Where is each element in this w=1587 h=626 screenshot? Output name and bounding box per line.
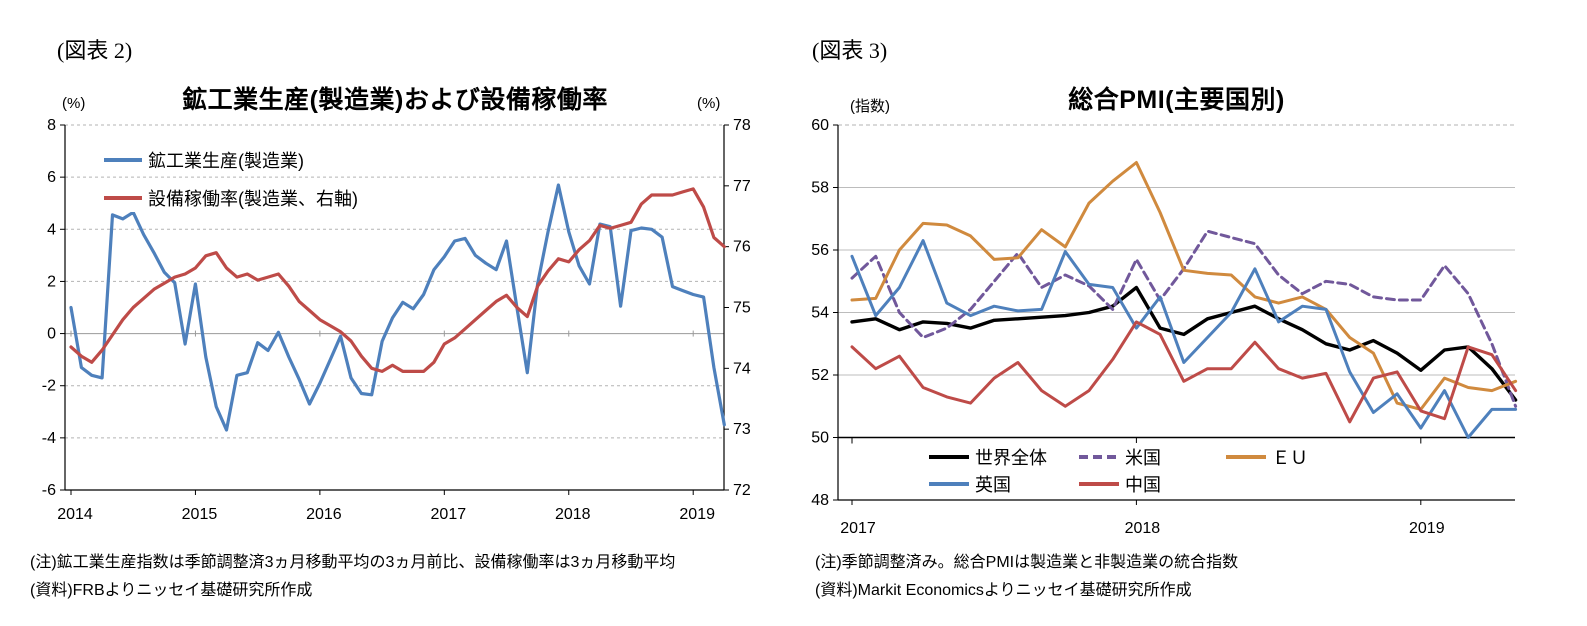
legend-item-uk: 英国	[925, 470, 1014, 498]
left-axis-label: 60	[811, 117, 829, 134]
legend-item-world: 世界全体	[925, 443, 1050, 471]
left-axis-label: 2	[47, 273, 56, 290]
legend-item-industrial-production: 鉱工業生産(製造業)	[100, 146, 307, 174]
legend-swatch-eu	[1226, 455, 1266, 459]
figure2-note-line1: (注)鉱工業生産指数は季節調整済3ヵ月移動平均の3ヵ月前比、設備稼働率は3ヵ月移…	[30, 554, 676, 571]
legend-label-uk: 英国	[975, 475, 1011, 495]
series-line-china	[850, 320, 1518, 424]
legend-swatch-industrial-production	[104, 158, 142, 162]
figure3-note-line1: (注)季節調整済み。総合PMIは製造業と非製造業の統合指数	[815, 554, 1239, 571]
right-axis-label: 77	[733, 178, 751, 195]
figure3-unit-label: (指数)	[850, 98, 890, 115]
x-axis-label: 2017	[840, 520, 876, 537]
left-axis-label: 56	[811, 242, 829, 259]
legend-label-china: 中国	[1125, 475, 1161, 495]
x-axis-label: 2018	[1125, 520, 1161, 537]
series-line-eu	[850, 161, 1518, 411]
figure2-tag: (図表 2)	[57, 38, 133, 63]
left-axis-label: -2	[42, 378, 56, 395]
figure3-note-line2: (資料)Markit Economicsよりニッセイ基礎研究所作成	[815, 582, 1192, 599]
left-axis-label: 0	[47, 326, 56, 343]
x-axis-label: 2019	[1409, 520, 1445, 537]
right-axis-label: 73	[733, 421, 751, 438]
legend-swatch-uk	[929, 482, 969, 486]
figure3-tag: (図表 3)	[812, 38, 888, 63]
figure2-note-line2: (資料)FRBよりニッセイ基礎研究所作成	[30, 582, 313, 599]
x-axis-label: 2017	[431, 506, 467, 523]
legend-swatch-capacity-utilization	[104, 196, 142, 200]
series-line-world	[850, 285, 1518, 402]
legend-swatch-world	[929, 455, 969, 459]
series-line-capacity-utilization	[69, 187, 726, 373]
right-axis-label: 76	[733, 239, 751, 256]
left-axis-label: -4	[42, 430, 56, 447]
right-axis-label: 75	[733, 300, 751, 317]
x-axis-label: 2014	[57, 506, 93, 523]
legend-item-capacity-utilization: 設備稼働率(製造業、右軸)	[100, 184, 361, 212]
right-axis-label: 72	[733, 482, 751, 499]
right-axis-label: 78	[733, 117, 751, 134]
right-axis-label: 74	[733, 360, 751, 377]
legend-label-us: 米国	[1125, 448, 1161, 468]
legend-swatch-us	[1079, 455, 1119, 459]
legend-item-us: 米国	[1075, 443, 1164, 471]
figure3-notes: (注)季節調整済み。総合PMIは製造業と非製造業の統合指数 (資料)Markit…	[815, 549, 1238, 605]
legend-item-eu: ＥＵ	[1222, 443, 1311, 471]
figure2-notes: (注)鉱工業生産指数は季節調整済3ヵ月移動平均の3ヵ月前比、設備稼働率は3ヵ月移…	[30, 549, 675, 605]
left-axis-label: 4	[47, 221, 56, 238]
x-axis-label: 2019	[679, 506, 715, 523]
figure2-title: 鉱工業生産(製造業)および設備稼働率	[182, 86, 608, 114]
left-axis-label: 50	[811, 430, 829, 447]
figure2-right-unit-label: (%)	[697, 95, 721, 112]
series-line-industrial-production	[69, 183, 726, 432]
legend-swatch-china	[1079, 482, 1119, 486]
legend-label-industrial-production: 鉱工業生産(製造業)	[148, 151, 304, 171]
x-axis-label: 2015	[182, 506, 218, 523]
x-axis-label: 2016	[306, 506, 342, 523]
figure2-left-unit-label: (%)	[62, 95, 86, 112]
figure3-title: 総合PMI(主要国別)	[1068, 86, 1285, 114]
left-axis-label: -6	[42, 482, 56, 499]
legend-label-capacity-utilization: 設備稼働率(製造業、右軸)	[148, 189, 358, 209]
left-axis-label: 58	[811, 180, 829, 197]
series-line-uk	[850, 239, 1518, 439]
left-axis-label: 52	[811, 367, 829, 384]
left-axis-label: 6	[47, 169, 56, 186]
legend-item-china: 中国	[1075, 470, 1164, 498]
legend-label-world: 世界全体	[975, 448, 1047, 468]
left-axis-label: 54	[811, 305, 829, 322]
x-axis-label: 2018	[555, 506, 591, 523]
legend-label-eu: ＥＵ	[1272, 448, 1308, 468]
left-axis-label: 48	[811, 492, 829, 509]
left-axis-label: 8	[47, 117, 56, 134]
